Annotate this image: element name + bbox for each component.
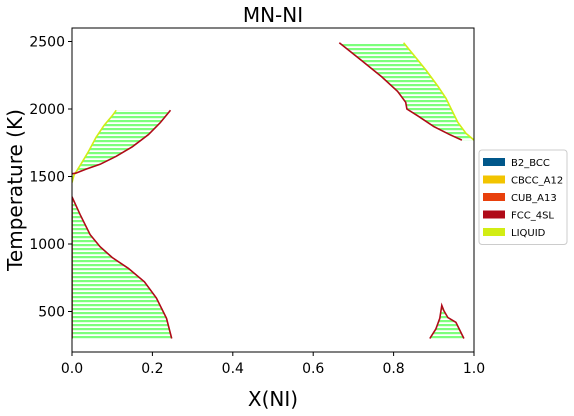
legend-swatch-cbcc_a12 xyxy=(483,175,505,184)
phase-boundary-left-2 xyxy=(338,42,463,141)
x-tick-label: 1.0 xyxy=(463,361,485,377)
legend-swatch-b2_bcc xyxy=(483,158,505,166)
legend-label-b2_bcc: B2_BCC xyxy=(511,158,550,169)
x-tick-label: 0.0 xyxy=(61,361,83,377)
x-tick-label: 0.8 xyxy=(382,361,404,377)
phase-region-2 xyxy=(339,42,474,141)
phase-region-3 xyxy=(72,196,172,339)
phase-region-4 xyxy=(429,305,464,339)
x-tick-label: 0.2 xyxy=(141,361,163,377)
legend-label-cbcc_a12: CBCC_A12 xyxy=(511,176,563,187)
legend-label-liquid: LIQUID xyxy=(511,228,546,239)
legend-swatch-liquid xyxy=(483,228,505,236)
legend-label-fcc_4sl: FCC_4SL xyxy=(511,211,554,222)
phase-boundary-right-3 xyxy=(72,196,173,339)
phase-region-1 xyxy=(72,110,171,183)
y-tick-label: 2000 xyxy=(29,102,65,118)
axes: 0.0 0.2 0.4 0.6 0.8 1.0 500 1000 1500 2000 2500 MN-… xyxy=(3,3,485,411)
phase-boundary-right-2 xyxy=(402,42,474,141)
x-tick-label: 0.6 xyxy=(302,361,324,377)
legend-box xyxy=(478,149,568,245)
y-tick-label: 500 xyxy=(38,305,65,321)
plot-area xyxy=(72,42,474,339)
phase-boundary-right-1 xyxy=(72,109,172,175)
legend: B2_BCC CBCC_A12 CUB_A13 FCC_4SL LIQUID xyxy=(478,149,568,245)
phase-boundary-4 xyxy=(429,302,465,339)
legend-swatch-cub_a13 xyxy=(483,193,505,201)
legend-label-cub_a13: CUB_A13 xyxy=(511,193,557,204)
y-tick-label: 1000 xyxy=(29,237,65,253)
legend-swatch-fcc_4sl xyxy=(483,210,505,219)
x-tick-label: 0.4 xyxy=(222,361,244,377)
y-axis-label: Temperature (K) xyxy=(3,109,27,272)
plot-frame xyxy=(71,27,475,353)
chart-title: MN-NI xyxy=(243,3,303,27)
x-axis-label: X(NI) xyxy=(248,387,298,411)
y-tick-label: 1500 xyxy=(29,170,65,186)
y-tick-label: 2500 xyxy=(29,35,65,51)
